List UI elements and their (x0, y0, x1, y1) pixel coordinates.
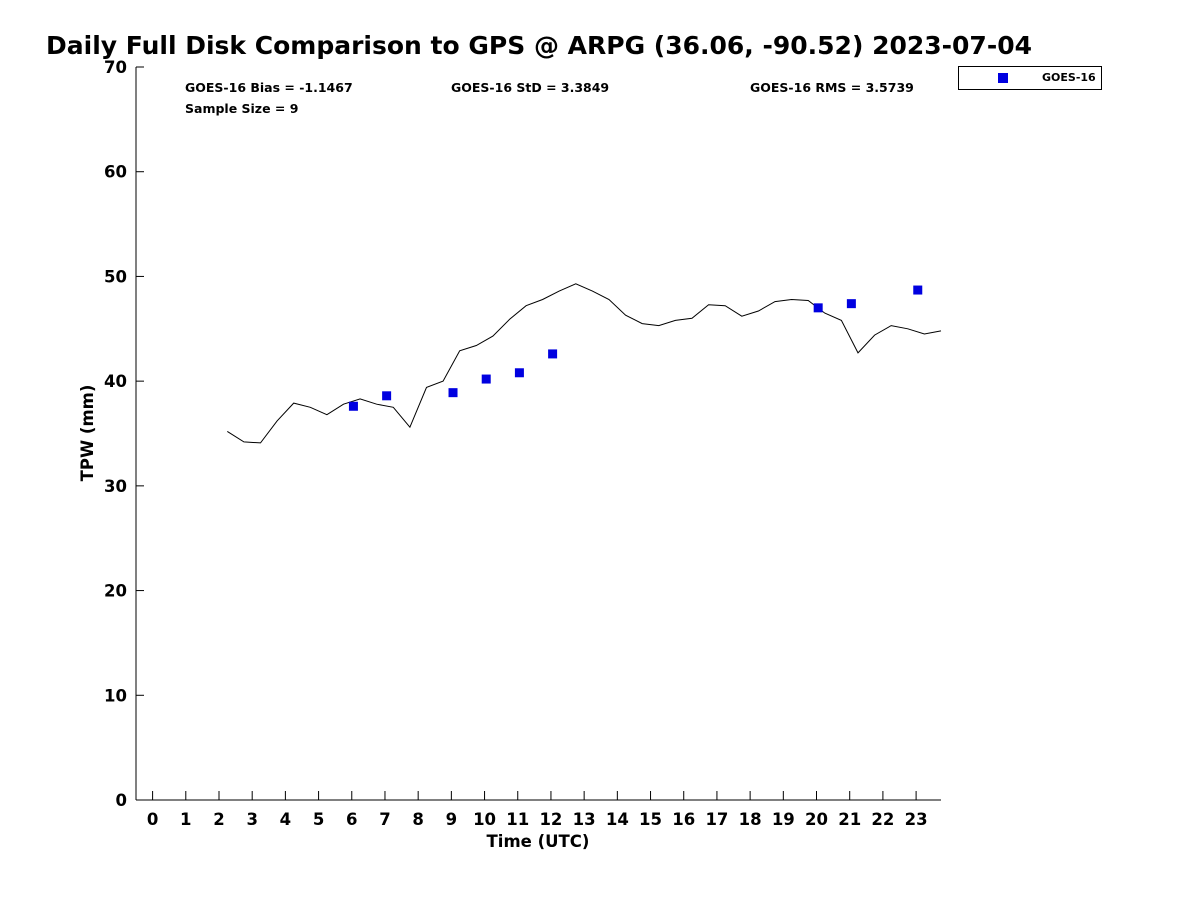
y-axis-label: TPW (mm) (78, 385, 97, 482)
x-tick-label: 1 (180, 810, 191, 829)
chart-title: Daily Full Disk Comparison to GPS @ ARPG… (46, 31, 1032, 60)
x-tick-label: 14 (606, 810, 629, 829)
x-tick-label: 7 (379, 810, 390, 829)
x-tick-label: 4 (280, 810, 291, 829)
goes16-point (913, 285, 923, 295)
y-tick-label: 10 (104, 686, 127, 705)
x-ticks: 0 1 2 3 4 5 6 7 8 9 10 11 12 13 14 15 16 17 18 19 20 21 22 23 (147, 791, 928, 829)
std-stat: GOES-16 StD = 3.3849 (451, 80, 609, 95)
x-tick-label: 8 (412, 810, 423, 829)
legend: GOES-16 (958, 66, 1102, 90)
goes16-point (514, 368, 524, 378)
x-axis-label: Time (UTC) (487, 832, 590, 851)
goes16-point (448, 388, 458, 398)
legend-marker-goes16 (998, 73, 1008, 83)
goes16-point (846, 299, 856, 309)
plot-area (135, 67, 941, 801)
x-tick-label: 11 (506, 810, 529, 829)
legend-label-goes16: GOES-16 (1042, 71, 1096, 84)
x-tick-label: 6 (346, 810, 357, 829)
x-tick-label: 13 (573, 810, 596, 829)
goes16-point (382, 391, 392, 401)
gps-line-series (227, 283, 942, 444)
y-tick-label: 0 (116, 791, 127, 810)
x-tick-label: 12 (539, 810, 562, 829)
x-tick-label: 15 (639, 810, 662, 829)
bias-stat: GOES-16 Bias = -1.1467 (185, 80, 353, 95)
x-tick-label: 9 (446, 810, 457, 829)
goes16-point (481, 374, 491, 384)
goes16-series (348, 285, 923, 411)
goes16-point (548, 349, 558, 359)
x-tick-label: 22 (871, 810, 894, 829)
x-tick-label: 21 (838, 810, 861, 829)
y-tick-label: 50 (104, 267, 127, 286)
y-ticks: 0 10 20 30 40 50 60 70 (104, 58, 144, 810)
y-tick-label: 60 (104, 163, 127, 182)
goes16-point (348, 401, 358, 411)
x-tick-label: 2 (213, 810, 224, 829)
x-tick-label: 17 (705, 810, 728, 829)
legend-box (958, 66, 1102, 90)
y-tick-label: 40 (104, 372, 127, 391)
x-tick-label: 19 (772, 810, 795, 829)
y-tick-label: 20 (104, 582, 127, 601)
x-tick-label: 0 (147, 810, 158, 829)
gps-line (227, 283, 942, 444)
goes16-point (813, 303, 823, 313)
x-tick-label: 18 (739, 810, 762, 829)
x-tick-label: 3 (246, 810, 257, 829)
rms-stat: GOES-16 RMS = 3.5739 (750, 80, 914, 95)
x-tick-label: 23 (905, 810, 928, 829)
y-tick-label: 30 (104, 477, 127, 496)
y-tick-label: 70 (104, 58, 127, 77)
sample-size-stat: Sample Size = 9 (185, 101, 298, 116)
x-tick-label: 5 (313, 810, 324, 829)
x-tick-label: 20 (805, 810, 828, 829)
x-tick-label: 10 (473, 810, 496, 829)
x-tick-label: 16 (672, 810, 695, 829)
